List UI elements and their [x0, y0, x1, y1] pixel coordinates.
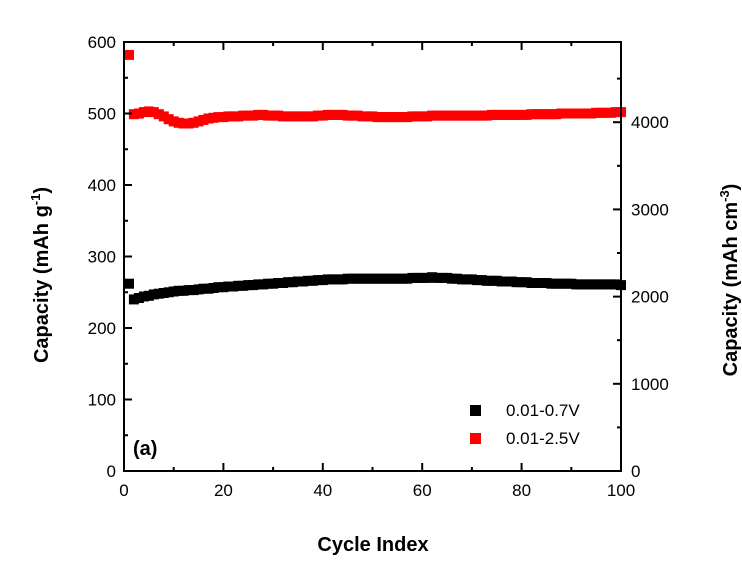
panel-label: (a) — [133, 438, 157, 460]
x-tick-label: 0 — [119, 481, 128, 500]
y-left-axis-title-main: Capacity (mAh g — [31, 205, 53, 363]
y-left-tick-label: 600 — [88, 33, 116, 52]
y-left-tick-label: 500 — [88, 105, 116, 124]
x-tick-label: 20 — [214, 481, 233, 500]
legend-label: 0.01-2.5V — [506, 429, 580, 448]
y-right-axis-title-close: ) — [720, 184, 742, 191]
y-right-tick-label: 4000 — [631, 113, 669, 132]
y-right-tick-label: 3000 — [631, 200, 669, 219]
y-left-tick-label: 300 — [88, 248, 116, 267]
legend-marker — [470, 405, 481, 416]
legend-label: 0.01-0.7V — [506, 401, 580, 420]
y-left-tick-label: 0 — [107, 462, 116, 481]
x-tick-label: 60 — [413, 481, 432, 500]
series-0 — [124, 272, 626, 305]
y-left-tick-label: 200 — [88, 319, 116, 338]
y-right-axis-title-sup: -3 — [717, 190, 732, 202]
x-tick-label: 40 — [313, 481, 332, 500]
x-axis-title: Cycle Index — [317, 534, 428, 556]
data-point — [124, 278, 134, 289]
y-right-axis-title-main: Capacity (mAh cm — [720, 202, 742, 377]
y-left-tick-label: 400 — [88, 176, 116, 195]
x-tick-label: 80 — [512, 481, 531, 500]
legend: 0.01-0.7V 0.01-2.5V — [470, 401, 580, 448]
y-right-tick-label: 1000 — [631, 375, 669, 394]
data-point — [124, 49, 134, 60]
y-left-axis-title-sup: -1 — [28, 194, 43, 206]
y-right-tick-label: 0 — [631, 462, 640, 481]
series-1 — [124, 49, 626, 129]
y-left-axis-title-close: ) — [31, 187, 53, 194]
y-left-tick-label: 100 — [88, 391, 116, 410]
legend-marker — [470, 433, 481, 444]
x-tick-label: 100 — [607, 481, 635, 500]
y-right-tick-label: 2000 — [631, 288, 669, 307]
y-right-axis-title: Capacity (mAh cm-3) — [717, 184, 742, 377]
y-left-axis-title: Capacity (mAh g-1) — [28, 187, 53, 363]
